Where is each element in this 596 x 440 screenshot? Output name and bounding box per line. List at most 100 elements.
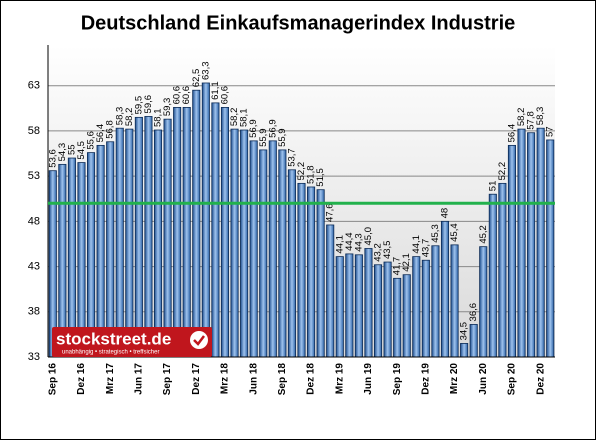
bar (173, 107, 182, 358)
x-tick-label: Sep 18 (277, 363, 288, 396)
bar (364, 248, 373, 358)
x-tick-label: Jun 20 (478, 363, 489, 395)
value-label: 58,3 (114, 107, 125, 126)
bar (297, 182, 306, 358)
x-tick-label: Jun 18 (248, 363, 259, 395)
value-label: 60,6 (181, 86, 192, 105)
bar (498, 182, 507, 358)
value-label: 58,2 (124, 108, 135, 127)
bar (249, 140, 258, 358)
bar (517, 128, 526, 358)
x-tick-label: Dez 17 (191, 363, 202, 395)
value-label: 56,4 (95, 124, 106, 143)
bar (268, 140, 277, 358)
bar (450, 244, 459, 358)
value-label: 55,9 (277, 128, 288, 147)
value-label: 51,5 (315, 168, 326, 187)
value-label: 59,3 (162, 98, 173, 117)
bar (87, 152, 96, 358)
value-label: 45,4 (449, 223, 460, 242)
value-label: 43,2 (373, 243, 384, 262)
bar (373, 264, 383, 358)
bar (402, 274, 411, 358)
watermark-box (52, 327, 212, 357)
bar (144, 116, 153, 358)
bar (211, 102, 220, 358)
value-label: 58,2 (516, 108, 527, 127)
watermark-icon (190, 331, 208, 349)
bar (507, 144, 516, 358)
bar (469, 324, 478, 358)
value-label: 56,4 (506, 124, 517, 143)
value-label: 42,1 (401, 253, 412, 272)
x-tick-label: Dez 18 (306, 363, 317, 395)
value-label: 48 (440, 208, 451, 219)
value-label: 44,3 (353, 233, 364, 252)
bar (393, 277, 402, 358)
value-label: 58,1 (239, 109, 250, 128)
bar (230, 128, 239, 358)
watermark-brand: stockstreet.de (56, 329, 171, 348)
bar (383, 261, 392, 358)
bar (527, 132, 536, 358)
value-label: 63,3 (200, 61, 211, 80)
x-tick-label: Jun 17 (134, 363, 145, 395)
x-tick-label: Mrz 20 (449, 363, 460, 395)
bar (240, 129, 249, 358)
bar (488, 193, 497, 358)
value-label: 51,8 (306, 165, 317, 184)
value-label: 45,0 (363, 227, 374, 246)
value-label: 58,1 (153, 109, 164, 128)
x-tick-label: Jun 19 (363, 363, 374, 395)
bar (536, 127, 545, 358)
value-label: 54,5 (76, 141, 87, 160)
value-label: 43,5 (382, 241, 393, 260)
bar (546, 139, 555, 358)
value-label: 56,8 (105, 120, 116, 139)
value-label: 58,2 (229, 108, 240, 127)
value-label: 59,5 (133, 96, 144, 115)
value-label: 44,1 (334, 235, 345, 254)
value-label: 52,2 (497, 162, 508, 181)
bar (460, 343, 469, 358)
y-tick-label: 53 (28, 170, 40, 182)
watermark: stockstreet.de unabhängig • strategisch … (52, 327, 212, 357)
bar (287, 169, 296, 358)
bar (125, 128, 134, 358)
value-label: 44,1 (411, 235, 422, 254)
x-tick-label: Dez 20 (535, 363, 546, 395)
bar (316, 189, 325, 358)
bar (335, 256, 344, 358)
value-label: 47,6 (325, 203, 336, 222)
value-label: 57,8 (526, 111, 537, 130)
value-label: 36,6 (468, 303, 479, 322)
value-label: 59,6 (143, 95, 154, 114)
y-tick-label: 38 (28, 306, 40, 318)
value-label: 56,9 (267, 119, 278, 138)
value-label: 43,7 (420, 239, 431, 258)
bar (134, 116, 143, 358)
value-label: 41,7 (392, 257, 403, 276)
value-label: 53,7 (286, 148, 297, 167)
bar (115, 127, 124, 358)
x-tick-label: Sep 17 (162, 363, 173, 396)
chart-title: Deutschland Einkaufsmanagerindex Industr… (81, 12, 516, 34)
bar (307, 186, 316, 358)
value-label: 51 (487, 181, 498, 192)
bar (479, 246, 488, 358)
value-label: 45,2 (478, 225, 489, 244)
bar (163, 118, 172, 358)
bar (96, 144, 105, 358)
bar (421, 259, 430, 358)
bar (192, 89, 201, 358)
y-tick-label: 63 (28, 80, 40, 92)
bar (220, 107, 230, 358)
value-label: 55,6 (86, 131, 97, 150)
y-tick-label: 58 (28, 125, 40, 137)
value-label: 52,2 (296, 162, 307, 181)
value-label: 34,5 (459, 322, 470, 341)
x-tick-label: Mrz 17 (105, 363, 116, 395)
bar (440, 220, 450, 358)
x-tick-label: Dez 16 (76, 363, 87, 395)
bar (412, 256, 421, 358)
